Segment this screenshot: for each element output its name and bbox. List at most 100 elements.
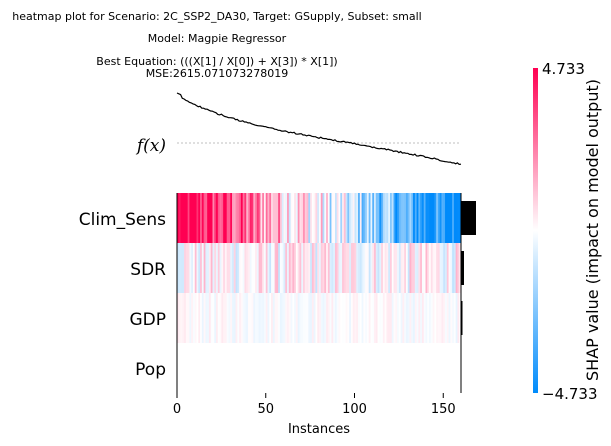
heatmap-cell <box>192 293 196 343</box>
heatmap-cell <box>184 343 187 393</box>
heatmap-cell <box>391 193 394 243</box>
heatmap-cell <box>320 293 323 343</box>
heatmap-cell <box>363 243 366 293</box>
heatmap-cell <box>436 243 439 293</box>
heatmap-cell <box>366 243 370 293</box>
heatmap-cell <box>210 343 213 393</box>
heatmap-cell <box>437 193 441 243</box>
heatmap-cell <box>274 243 277 293</box>
heatmap-cell <box>331 293 334 343</box>
heatmap-cell <box>450 193 453 243</box>
heatmap-cell <box>342 243 345 293</box>
heatmap-cell <box>281 243 284 293</box>
heatmap-cell <box>379 193 382 243</box>
heatmap-cell <box>263 193 267 243</box>
chart-title-line-4: MSE:2615.071073278019 <box>146 67 289 80</box>
heatmap-cell <box>248 193 251 243</box>
colorbar-label: SHAP value (impact on model output) <box>583 79 602 381</box>
heatmap-cell <box>237 343 240 393</box>
heatmap-cell <box>214 293 217 343</box>
heatmap-cell <box>196 243 199 293</box>
heatmap-cell <box>248 293 251 343</box>
heatmap-cell <box>327 243 331 293</box>
heatmap-cell <box>256 243 260 293</box>
heatmap-cell <box>402 193 405 243</box>
heatmap-cell <box>382 193 386 243</box>
heatmap-cell <box>285 243 288 293</box>
heatmap-cell <box>416 343 419 393</box>
heatmap-cell <box>244 343 247 393</box>
heatmap-cell <box>430 343 433 393</box>
heatmap-cell <box>301 293 304 343</box>
heatmap-cell <box>294 193 297 243</box>
heatmap-cell <box>326 343 329 393</box>
heatmap-cell <box>192 243 196 293</box>
heatmap-cell <box>198 343 201 393</box>
heatmap-cell <box>301 243 304 293</box>
heatmap-cell <box>363 343 366 393</box>
heatmap-cell <box>297 293 300 343</box>
heatmap-cell <box>372 343 375 393</box>
heatmap-cell <box>441 243 444 293</box>
heatmap-cell <box>288 243 291 293</box>
heatmap-cell <box>279 293 283 343</box>
heatmap-cell <box>381 293 384 343</box>
heatmap-cell <box>446 343 449 393</box>
heatmap-cell <box>177 193 180 243</box>
heatmap-cell <box>393 193 396 243</box>
heatmap-cell <box>306 243 309 293</box>
heatmap-cell <box>413 343 416 393</box>
heatmap-cell <box>452 343 455 393</box>
x-tick-label: 50 <box>257 402 274 417</box>
heatmap-cell <box>262 293 265 343</box>
heatmap-cell <box>397 343 400 393</box>
heatmap-cell <box>201 293 205 343</box>
heatmap-cell <box>297 343 300 393</box>
heatmap-cell <box>338 243 341 293</box>
heatmap-cell <box>304 293 307 343</box>
heatmap-cell <box>187 343 190 393</box>
heatmap-cell <box>409 243 412 293</box>
x-tick-label: 100 <box>342 402 367 417</box>
heatmap-cell <box>365 243 368 293</box>
heatmap-cell <box>184 293 187 343</box>
heatmap-cell <box>265 293 268 343</box>
heatmap-cell <box>246 243 249 293</box>
heatmap-cell <box>393 293 396 343</box>
heatmap-cell <box>404 343 407 393</box>
heatmap-cell <box>402 343 405 393</box>
heatmap-cell <box>420 193 423 243</box>
heatmap-cell <box>352 243 355 293</box>
heatmap-cell <box>429 343 432 393</box>
heatmap-cell <box>299 343 302 393</box>
heatmap-cell <box>453 243 457 293</box>
heatmap-cell <box>388 293 391 343</box>
heatmap-cell <box>382 293 386 343</box>
heatmap-cell <box>329 243 332 293</box>
heatmap-cell <box>178 243 181 293</box>
heatmap-cell <box>267 193 270 243</box>
heatmap-cell <box>350 293 354 343</box>
heatmap-cell <box>384 243 387 293</box>
heatmap-cell <box>354 293 357 343</box>
heatmap-cell <box>329 193 332 243</box>
heatmap-cell <box>322 193 325 243</box>
heatmap-cell <box>198 243 201 293</box>
heatmap-cell <box>283 343 286 393</box>
heatmap-cell <box>375 293 378 343</box>
heatmap-cell <box>430 293 433 343</box>
heatmap-cell <box>182 293 185 343</box>
heatmap-cell <box>404 193 407 243</box>
heatmap-cell <box>315 243 318 293</box>
heatmap-cell <box>452 193 455 243</box>
heatmap-cell <box>189 293 192 343</box>
heatmap-cell <box>345 193 348 243</box>
heatmap-cell <box>207 293 210 343</box>
heatmap-cell <box>311 243 315 293</box>
heatmap-cell <box>224 243 228 293</box>
heatmap-cell <box>455 193 458 243</box>
heatmap-cell <box>276 243 279 293</box>
heatmap-cell <box>295 243 299 293</box>
heatmap-cell <box>310 343 313 393</box>
heatmap-cell <box>366 343 370 393</box>
